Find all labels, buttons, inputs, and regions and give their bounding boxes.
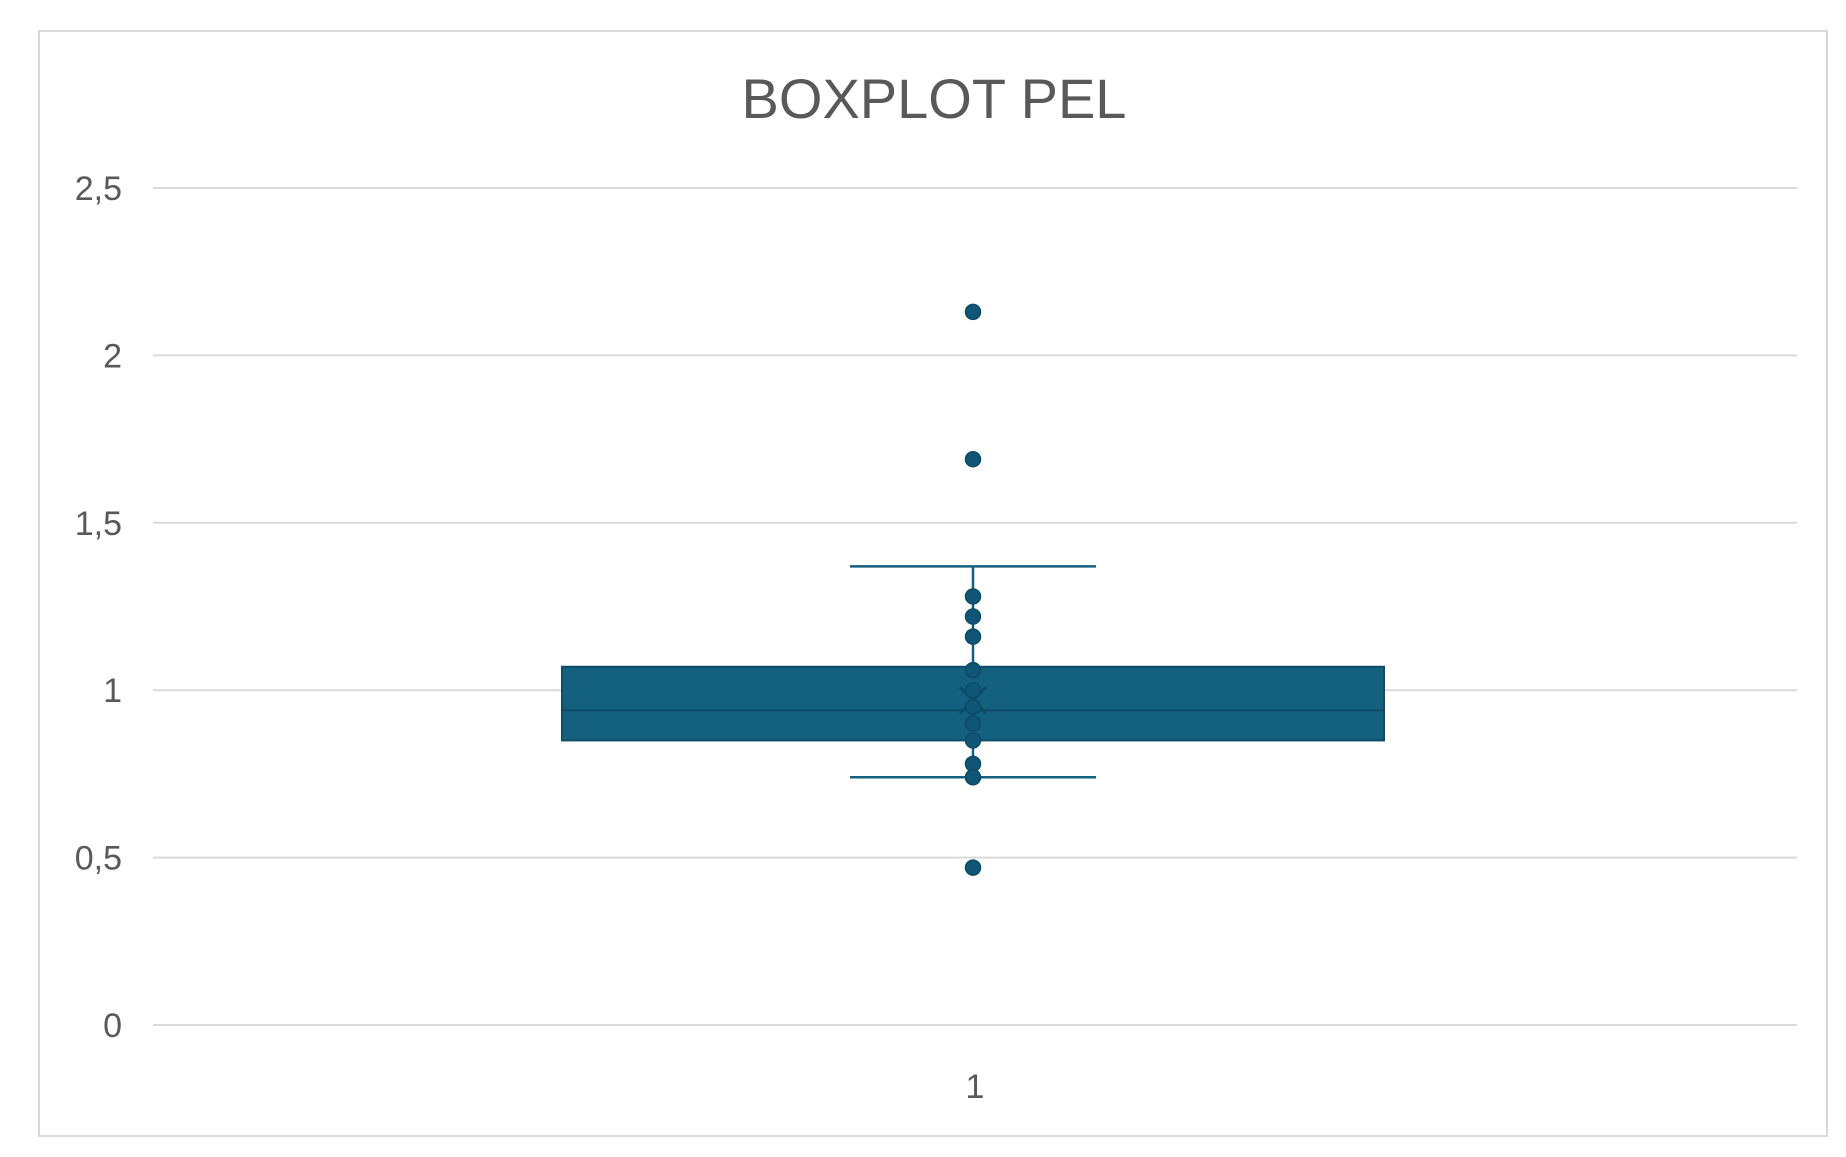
data-point [964, 450, 982, 468]
x-axis-tick-labels: 1 [966, 1068, 985, 1106]
data-point [964, 661, 982, 679]
y-tick-label: 1,5 [75, 505, 122, 543]
data-point [964, 768, 982, 786]
data-point [964, 732, 982, 749]
y-tick-label: 0,5 [75, 840, 122, 878]
data-point [964, 681, 982, 699]
chart-area [38, 30, 1828, 1137]
data-point [964, 628, 982, 645]
y-tick-label: 2 [103, 337, 122, 375]
data-point [964, 608, 982, 625]
data-point [964, 588, 982, 605]
gridlines [153, 187, 1797, 1026]
y-axis-tick-labels: 0 0,5 1 1,5 2 2,5 [75, 170, 122, 1045]
y-tick-label: 2,5 [75, 170, 122, 208]
data-points [964, 303, 982, 876]
data-point [964, 859, 982, 876]
chart-title: BOXPLOT PEL [742, 67, 1127, 130]
y-tick-label: 0 [103, 1007, 122, 1045]
data-point [964, 698, 982, 716]
x-tick-label: 1 [966, 1068, 985, 1106]
data-point [964, 303, 982, 321]
data-point [964, 715, 982, 732]
y-tick-label: 1 [103, 672, 122, 710]
